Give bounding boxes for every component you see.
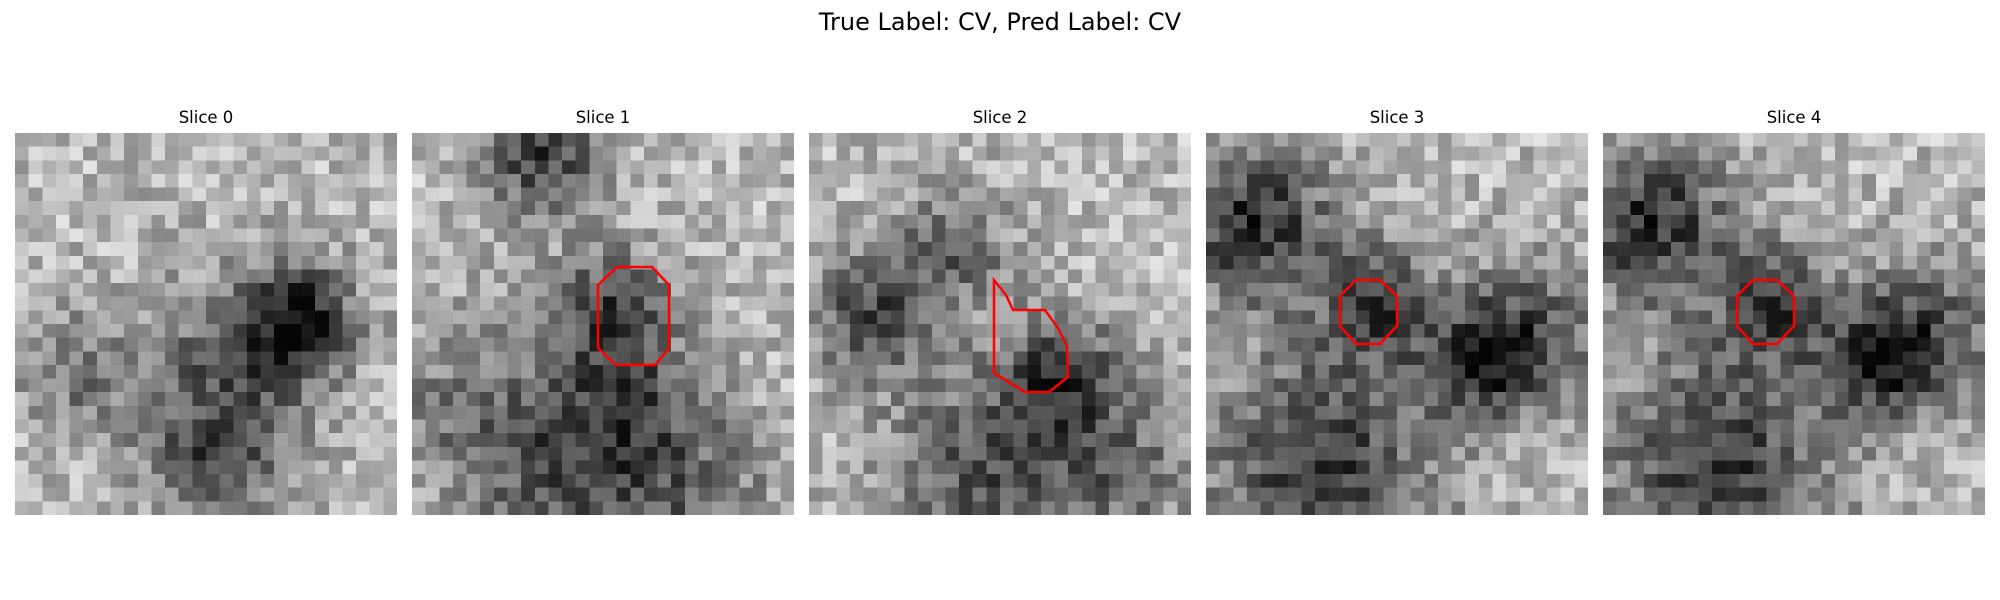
roi-contour-3 (1338, 278, 1399, 346)
slice-title-1: Slice 1 (575, 108, 631, 127)
slice-title-3: Slice 3 (1369, 108, 1425, 127)
roi-contour-4 (1735, 278, 1796, 346)
slice-pixels-2 (809, 133, 1191, 515)
slice-pixels-0 (15, 133, 397, 515)
slice-title-2: Slice 2 (972, 108, 1028, 127)
slice-panel-0: Slice 0 (15, 108, 397, 515)
slice-panel-2: Slice 2 (809, 108, 1191, 515)
slice-panel-3: Slice 3 (1206, 108, 1588, 515)
slice-image-4 (1603, 133, 1985, 515)
slice-image-3 (1206, 133, 1588, 515)
figure-title: True Label: CV, Pred Label: CV (818, 8, 1182, 36)
roi-contour-1 (596, 265, 671, 367)
slice-image-0 (15, 133, 397, 515)
slice-panel-1: Slice 1 (412, 108, 794, 515)
slice-pixels-1 (412, 133, 794, 515)
slice-title-0: Slice 0 (178, 108, 234, 127)
slice-image-1 (412, 133, 794, 515)
slice-image-2 (809, 133, 1191, 515)
slice-panel-4: Slice 4 (1603, 108, 1985, 515)
roi-contour-2 (992, 276, 1070, 394)
slice-title-4: Slice 4 (1766, 108, 1822, 127)
